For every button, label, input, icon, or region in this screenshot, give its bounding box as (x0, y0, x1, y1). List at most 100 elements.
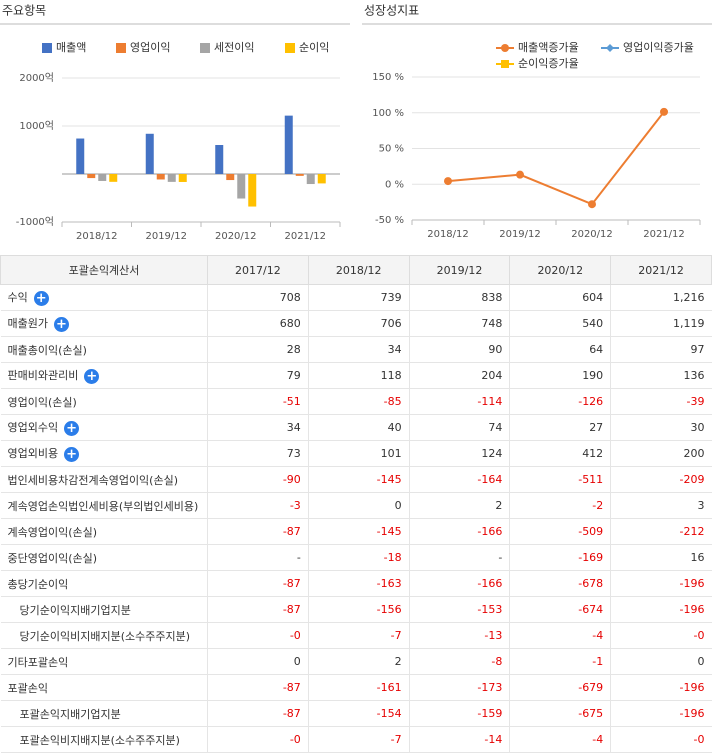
value-cell: 1,216 (610, 284, 712, 311)
row-label: 법인세비용차감전계속영업이익(손실) (7, 473, 179, 487)
value-cell: -8 (408, 648, 510, 675)
value-cell: -7 (307, 622, 410, 649)
row-label: 포괄손익 (7, 681, 48, 695)
expand-button[interactable]: + (53, 316, 69, 332)
value-cell: -161 (307, 674, 410, 701)
header-row: 포괄손익계산서 2017/12 2018/12 2019/12 2020/12 2021/… (0, 255, 712, 285)
row-label-cell: 계속영업손익법인세비용(부의법인세비용) (0, 492, 208, 519)
value-cell: -2 (509, 492, 611, 519)
value-cell: -0 (610, 726, 712, 753)
value-cell: -0 (207, 622, 309, 649)
value-cell: -173 (408, 674, 510, 701)
x-tick-label: 2019/12 (499, 229, 541, 240)
value-cell: 838 (408, 284, 510, 311)
value-cell: 64 (509, 336, 611, 363)
legend-label: 매출액증가율 (518, 41, 579, 54)
value-cell: -209 (610, 466, 712, 493)
table-row: 매출원가 +680 706 748 540 1,119 (0, 310, 712, 337)
value-cell: 204 (408, 362, 510, 389)
value-cell: 34 (207, 414, 309, 441)
value-cell: 2 (307, 648, 410, 675)
row-label: 총당기순이익 (7, 577, 69, 591)
value-cell: 0 (610, 648, 712, 675)
value-cell: 79 (207, 362, 309, 389)
table-row: 영업외비용 +73 101 124 412 200 (0, 440, 712, 467)
value-cell: -145 (307, 466, 410, 493)
table-row: 포괄손익비지배지분(소수주주지분) -0 -7 -14 -4 -0 (0, 726, 712, 753)
value-cell: -13 (408, 622, 510, 649)
value-cell: -85 (307, 388, 410, 415)
income-table: 포괄손익계산서 2017/12 2018/12 2019/12 2020/12 2021/… (0, 255, 712, 753)
value-cell: -196 (610, 700, 712, 727)
value-cell: 2 (408, 492, 510, 519)
y-tick-label: 150 % (372, 72, 404, 83)
legend-marker (501, 60, 509, 68)
value-cell: 706 (307, 310, 410, 337)
header-cell: 포괄손익계산서 (0, 255, 208, 285)
value-cell: 118 (307, 362, 410, 389)
bar (98, 174, 107, 181)
row-label: 영업이익(손실) (7, 395, 77, 409)
value-cell: -39 (610, 388, 712, 415)
value-cell: -164 (408, 466, 510, 493)
y-tick-label: 50 % (379, 144, 404, 155)
table-row: 계속영업손익법인세비용(부의법인세비용) -3 0 2 -2 3 (0, 492, 712, 519)
value-cell: -7 (307, 726, 410, 753)
table-row: 기타포괄손익 0 2 -8 -1 0 (0, 648, 712, 675)
row-label-cell: 중단영업이익(손실) (0, 544, 208, 571)
value-cell: -154 (307, 700, 410, 727)
value-cell: -159 (408, 700, 510, 727)
point (660, 107, 668, 116)
row-label-cell: 기타포괄손익 (0, 648, 208, 675)
expand-button[interactable]: + (64, 446, 80, 462)
value-cell: -87 (207, 518, 309, 545)
row-label: 중단영업이익(손실) (7, 551, 98, 565)
value-cell: 34 (307, 336, 410, 363)
value-cell: -196 (610, 674, 712, 701)
row-label-cell: 포괄손익 (0, 674, 208, 701)
legend-label: 순이익증가율 (518, 57, 579, 70)
value-cell: 30 (610, 414, 712, 441)
table-row: 당기순이익비지배지분(소수주주지분) -0 -7 -13 -4 -0 (0, 622, 712, 649)
value-cell: 27 (509, 414, 611, 441)
value-cell: 190 (509, 362, 611, 389)
point (444, 177, 452, 186)
value-cell: 136 (610, 362, 712, 389)
row-label: 수익 (7, 291, 28, 305)
value-cell: -4 (509, 622, 611, 649)
x-tick-label: 2021/12 (284, 231, 326, 242)
value-cell: -679 (509, 674, 611, 701)
legend-label: 영업이익 (130, 41, 170, 54)
value-cell: -126 (509, 388, 611, 415)
value-cell: -509 (509, 518, 611, 545)
table-row: 수익 +708 739 838 604 1,216 (0, 284, 712, 311)
header-cell: 2021/12 (610, 255, 712, 285)
bar (109, 174, 118, 182)
row-label-cell: 포괄손익비지배지분(소수주주지분) (0, 726, 208, 753)
table-row: 매출총이익(손실) 28 34 90 64 97 (0, 336, 712, 363)
table-row: 포괄손익지배기업지분 -87 -154 -159 -675 -196 (0, 700, 712, 727)
expand-button[interactable]: + (64, 420, 80, 436)
row-label-cell: 판매비와관리비 + (0, 362, 208, 389)
value-cell: 200 (610, 440, 712, 467)
value-cell: 0 (207, 648, 309, 675)
value-cell: -675 (509, 700, 611, 727)
row-label: 당기순이익지배기업지분 (19, 603, 131, 617)
x-tick-label: 2020/12 (571, 229, 613, 240)
point (516, 170, 524, 179)
row-label: 판매비와관리비 (7, 369, 79, 383)
y-tick-label: 0 % (385, 179, 404, 190)
expand-button[interactable]: + (33, 290, 49, 306)
expand-button[interactable]: + (84, 368, 100, 384)
bar (145, 133, 154, 174)
value-cell: -163 (307, 570, 410, 597)
row-label-cell: 수익 + (0, 284, 208, 311)
x-tick-label: 2020/12 (215, 231, 257, 242)
value-cell: -18 (307, 544, 410, 571)
row-label-cell: 매출원가 + (0, 310, 208, 337)
bar (76, 138, 85, 174)
value-cell: 748 (408, 310, 510, 337)
value-cell: 3 (610, 492, 712, 519)
table-row: 영업외수익 +34 40 74 27 30 (0, 414, 712, 441)
